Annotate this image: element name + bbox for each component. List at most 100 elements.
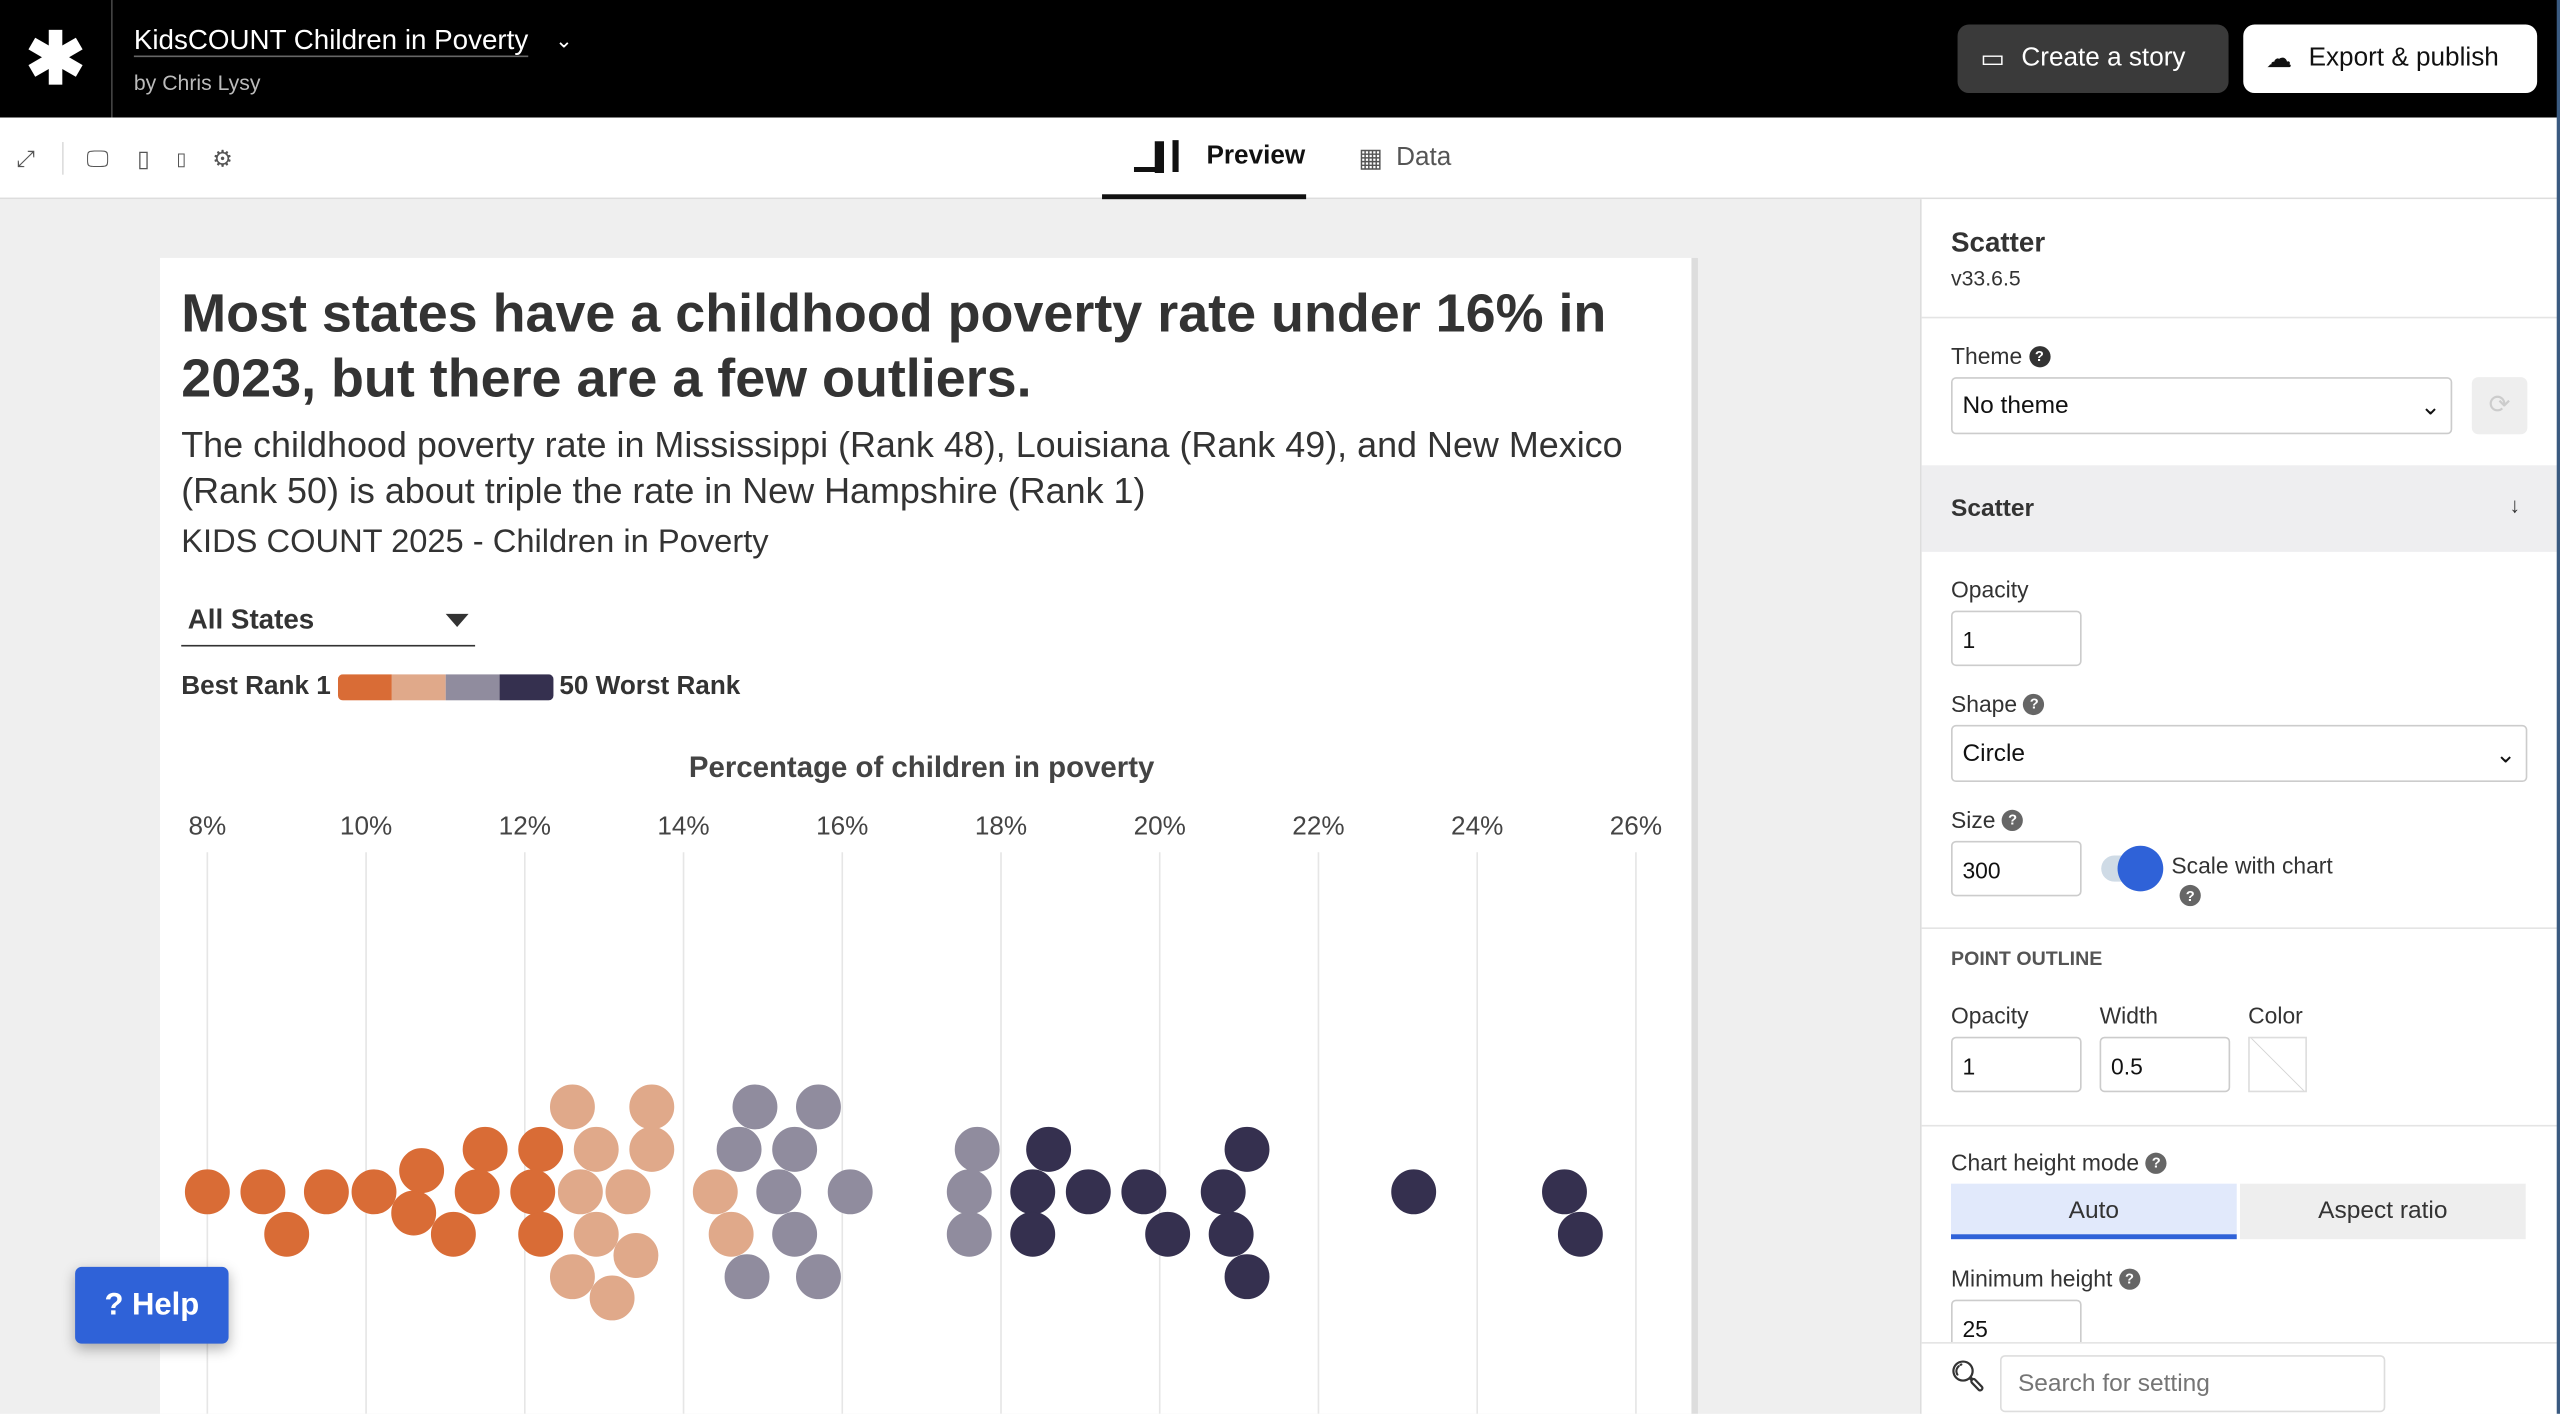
chevron-down-icon: ⌄ xyxy=(2495,741,2516,769)
x-tick-label: 24% xyxy=(1451,810,1503,840)
data-point xyxy=(549,1254,595,1300)
x-tick-label: 22% xyxy=(1292,810,1344,840)
data-point xyxy=(708,1211,754,1257)
data-point xyxy=(629,1126,675,1172)
color-legend: Best Rank 1 50 Worst Rank xyxy=(181,673,740,702)
theme-label-text: Theme xyxy=(1951,342,2023,369)
flourish-logo-icon[interactable]: ✱ xyxy=(0,0,113,118)
help-icon[interactable]: ? xyxy=(2002,808,2024,831)
help-icon[interactable]: ? xyxy=(2023,693,2045,715)
legend-color-bar xyxy=(337,674,553,701)
expand-icon[interactable]: ⤢ xyxy=(16,145,35,172)
theme-label: Theme? xyxy=(1951,343,2050,369)
outline-width-input[interactable]: 0.5 xyxy=(2099,1036,2231,1093)
data-point xyxy=(462,1126,508,1172)
data-point xyxy=(796,1254,841,1300)
shape-value: Circle xyxy=(1962,739,2026,768)
legend-swatch xyxy=(391,674,446,701)
top-bar: ✱ KidsCOUNT Children in Poverty ⌄ by Chr… xyxy=(0,0,2560,118)
export-publish-button[interactable]: ☁ Export & publish xyxy=(2243,24,2538,94)
help-icon[interactable]: ? xyxy=(2118,1267,2141,1289)
data-point xyxy=(613,1233,659,1278)
data-point xyxy=(1200,1169,1246,1215)
size-input[interactable]: 300 xyxy=(1951,840,2082,897)
data-point xyxy=(772,1211,818,1257)
point-outline-heading: POINT OUTLINE xyxy=(1951,946,2103,970)
scale-with-chart-label: Scale with chart xyxy=(2171,852,2333,879)
search-setting-input[interactable] xyxy=(1999,1355,2386,1413)
minimum-height-text: Minimum height xyxy=(1951,1265,2113,1292)
beeswarm-chart: 8% 10% 12% 14% 16% 18% 20% 22% 24% 26% xyxy=(184,810,1662,1414)
window-edge xyxy=(2556,0,2560,1414)
settings-search-bar: 🔍︎ xyxy=(1921,1342,2559,1414)
height-mode-auto-button[interactable]: Auto xyxy=(1951,1183,2237,1240)
outline-opacity-input[interactable]: 1 xyxy=(1951,1036,2082,1093)
outline-color-label: Color xyxy=(2248,1002,2303,1029)
divider xyxy=(1921,927,2559,929)
data-point xyxy=(1224,1126,1270,1172)
theme-select[interactable]: No theme ⌄ xyxy=(1951,377,2453,435)
data-point xyxy=(796,1084,841,1130)
state-filter-dropdown[interactable]: All States xyxy=(181,598,476,647)
mobile-icon[interactable]: ▯ xyxy=(176,150,187,170)
tab-preview-label: Preview xyxy=(1206,141,1306,169)
opacity-input[interactable]: 1 xyxy=(1951,610,2082,667)
help-icon[interactable]: ? xyxy=(2028,345,2050,367)
gear-icon[interactable]: ⚙ xyxy=(212,145,233,172)
data-point xyxy=(391,1190,437,1236)
data-point xyxy=(946,1169,992,1215)
help-icon[interactable]: ? xyxy=(2179,884,2201,907)
caret-down-icon xyxy=(445,613,469,627)
tab-data[interactable]: ▦ Data xyxy=(1326,118,1484,200)
export-label: Export & publish xyxy=(2308,44,2499,72)
data-point xyxy=(772,1126,818,1172)
data-point xyxy=(557,1169,603,1215)
data-point xyxy=(629,1084,675,1130)
desktop-icon[interactable]: 🖵 xyxy=(86,145,109,172)
size-label: Size? xyxy=(1951,806,2024,833)
data-point xyxy=(589,1275,635,1321)
legend-swatch xyxy=(445,674,499,701)
data-point xyxy=(692,1169,738,1215)
tablet-icon[interactable]: ▯ xyxy=(137,145,150,172)
size-label-text: Size xyxy=(1951,806,1996,833)
shape-label-text: Shape xyxy=(1951,690,2018,717)
help-icon[interactable]: ? xyxy=(2145,1151,2167,1174)
filter-value: All States xyxy=(187,604,315,636)
shape-select[interactable]: Circle ⌄ xyxy=(1951,724,2528,783)
data-point xyxy=(518,1126,564,1172)
shape-label: Shape? xyxy=(1951,691,2045,717)
data-point xyxy=(240,1169,286,1215)
toggle-knob xyxy=(2117,845,2164,892)
opacity-label: Opacity xyxy=(1951,576,2029,603)
divider xyxy=(1921,316,2559,319)
project-title[interactable]: KidsCOUNT Children in Poverty xyxy=(133,24,529,56)
data-point xyxy=(605,1169,651,1215)
data-point xyxy=(946,1211,992,1257)
scatter-section-header[interactable]: Scatter ↓ xyxy=(1921,465,2559,552)
arrow-down-icon: ↓ xyxy=(2509,493,2520,518)
x-tick-label: 26% xyxy=(1610,810,1662,840)
data-point xyxy=(1145,1211,1191,1257)
tab-preview[interactable]: ▁▌▎ Preview xyxy=(1102,118,1307,200)
data-point xyxy=(1010,1169,1056,1215)
refresh-theme-icon[interactable]: ⟳ xyxy=(2471,377,2528,435)
help-button[interactable]: ? Help xyxy=(75,1266,229,1344)
outline-color-swatch[interactable] xyxy=(2248,1036,2307,1093)
story-icon: ▭ xyxy=(1980,45,2006,74)
legend-swatch xyxy=(337,674,392,701)
data-point xyxy=(954,1126,1000,1172)
settings-panel: Scatter v33.6.5 Theme? No theme ⌄ ⟳ Scatt… xyxy=(1919,199,2559,1414)
height-mode-aspect-button[interactable]: Aspect ratio xyxy=(2239,1183,2526,1240)
create-story-button[interactable]: ▭ Create a story xyxy=(1957,24,2229,94)
data-point xyxy=(724,1254,770,1300)
chevron-down-icon[interactable]: ⌄ xyxy=(555,27,573,53)
cloud-upload-icon: ☁ xyxy=(2266,45,2293,74)
minimum-height-label: Minimum height? xyxy=(1951,1265,2141,1292)
chevron-down-icon: ⌄ xyxy=(2420,393,2441,422)
data-point xyxy=(303,1169,349,1215)
scale-with-chart-toggle[interactable] xyxy=(2101,845,2164,892)
data-point xyxy=(1010,1211,1056,1257)
tab-data-label: Data xyxy=(1396,143,1452,172)
data-point xyxy=(1542,1169,1587,1215)
